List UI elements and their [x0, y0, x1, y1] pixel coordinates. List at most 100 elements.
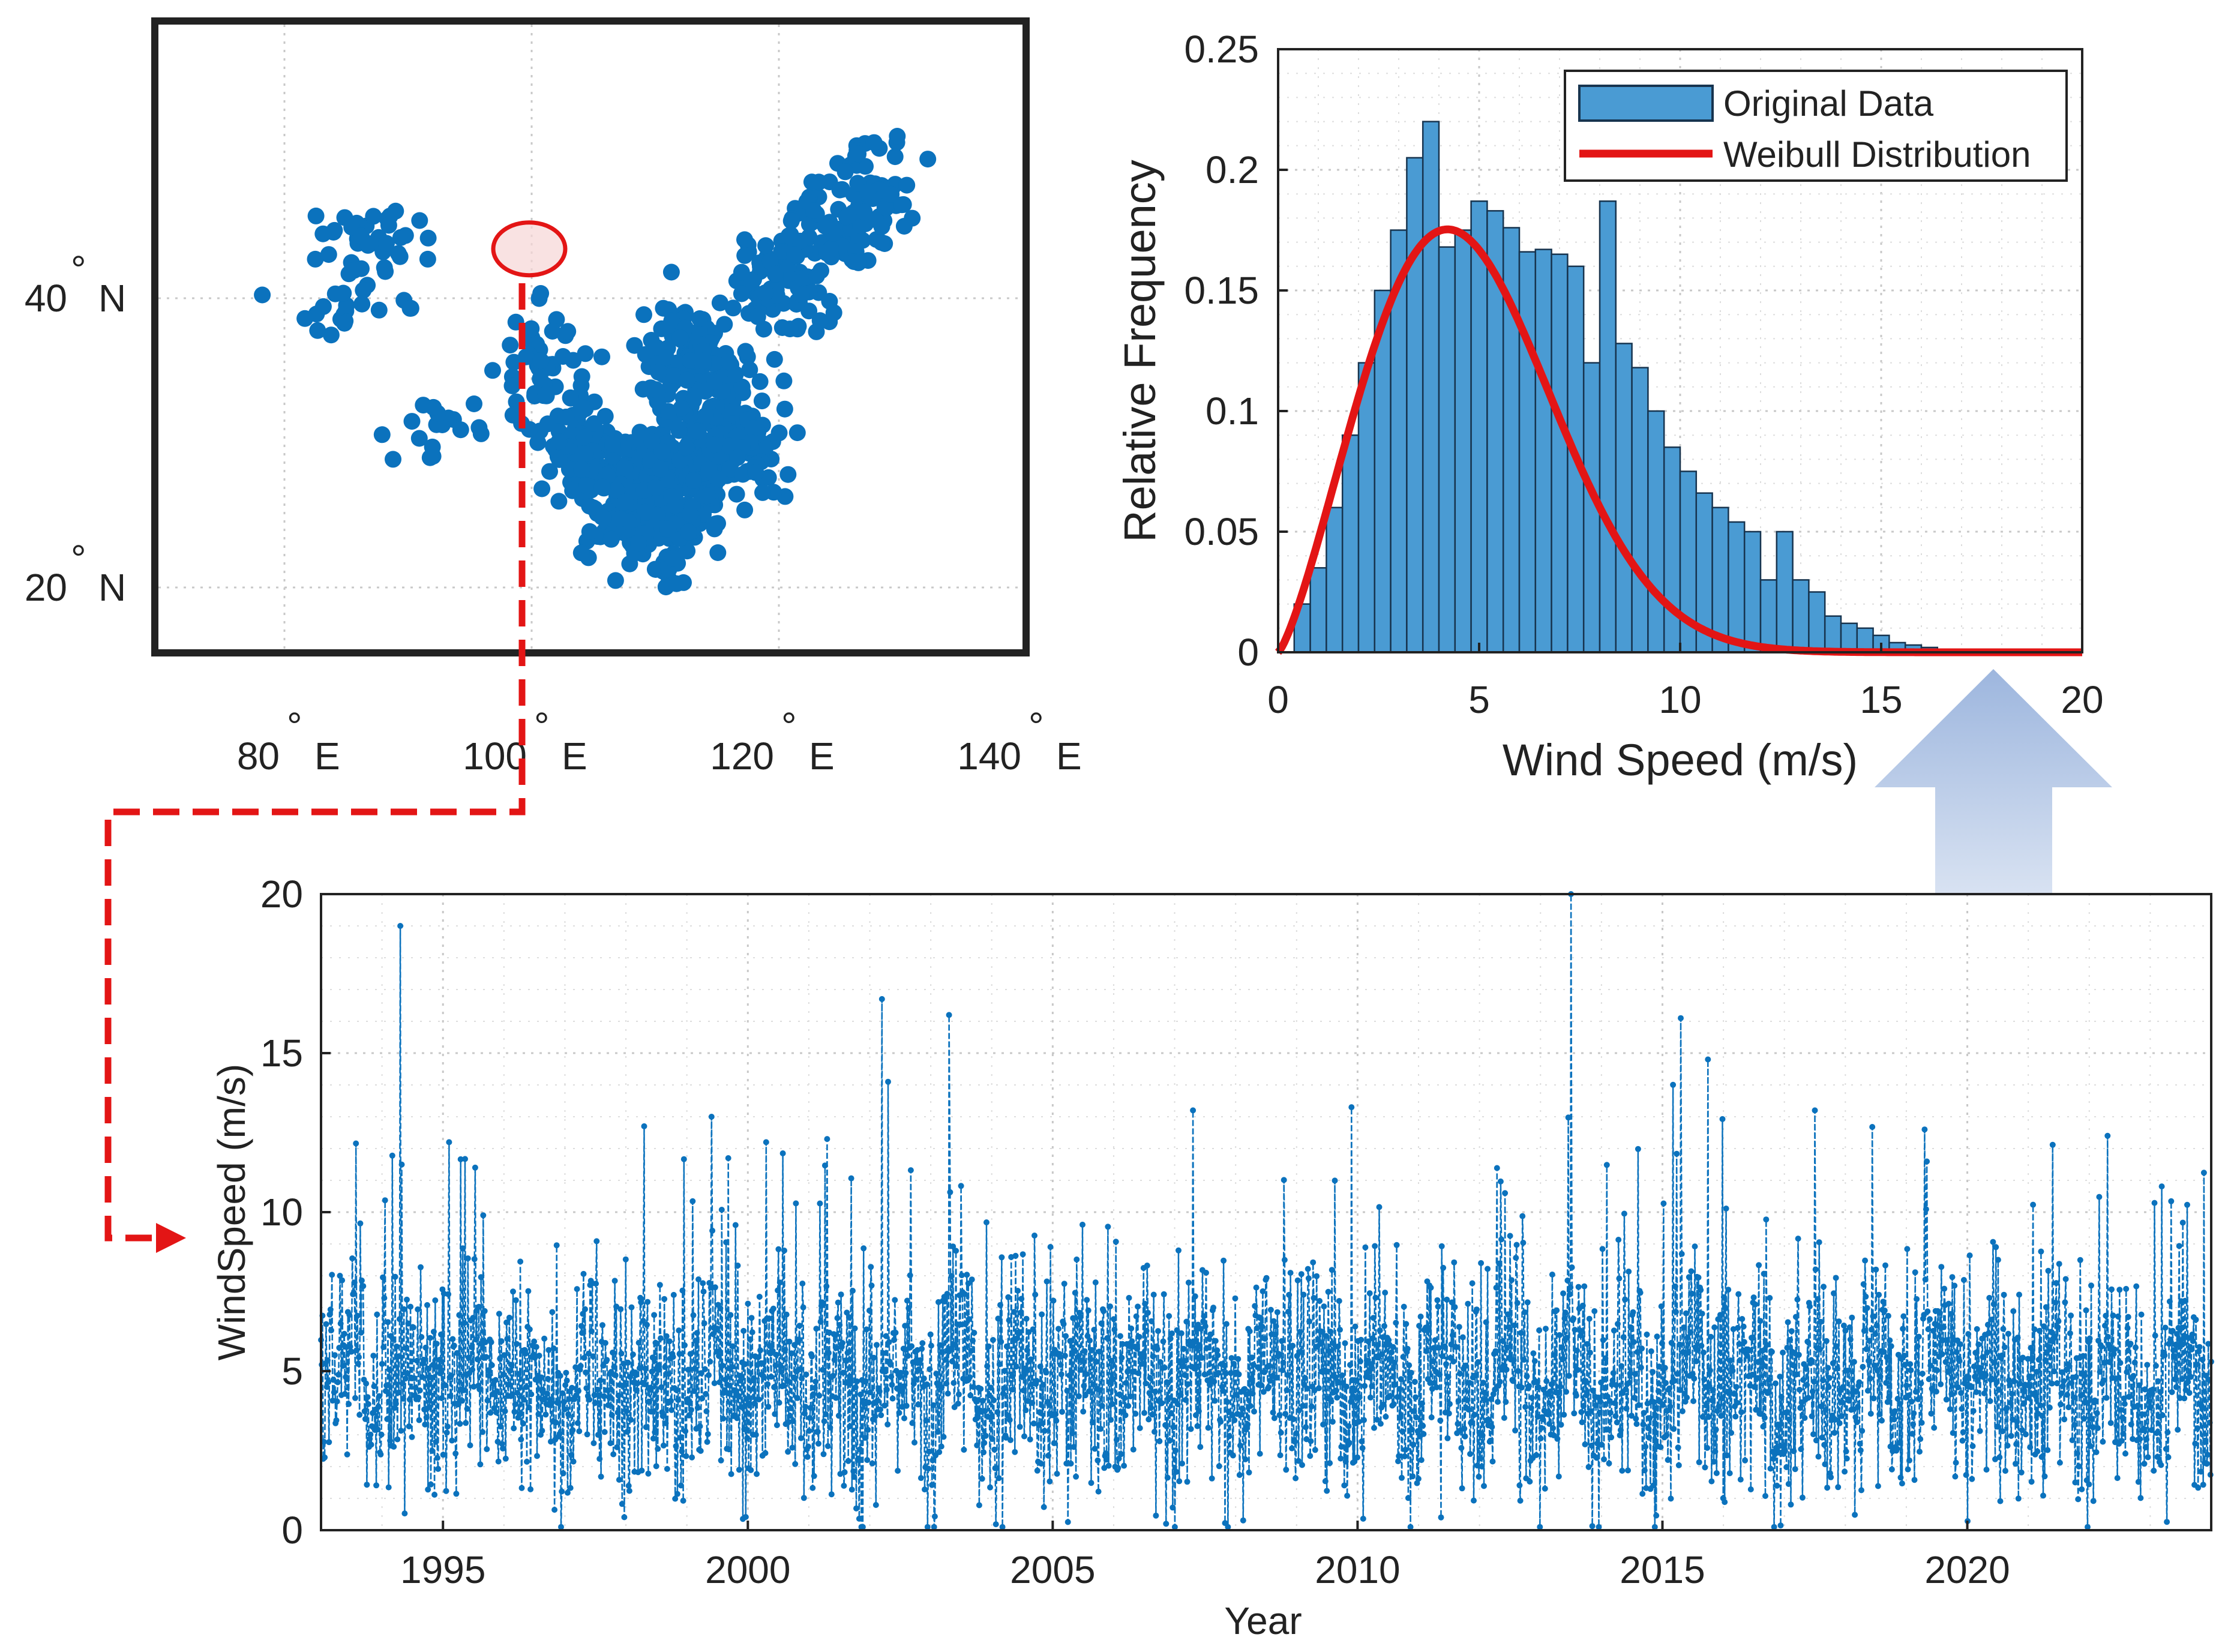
timeseries-point: [534, 1453, 540, 1459]
timeseries-point: [370, 1353, 377, 1359]
timeseries-point: [672, 1495, 679, 1502]
timeseries-point: [1001, 1368, 1008, 1374]
timeseries-point: [1383, 1413, 1389, 1420]
timeseries-point: [790, 1374, 797, 1381]
timeseries-point: [560, 1470, 566, 1477]
timeseries-point: [1413, 1414, 1420, 1421]
timeseries-point: [1405, 1495, 1411, 1501]
timeseries-point: [1477, 1455, 1483, 1462]
timeseries-point: [659, 1413, 666, 1419]
timeseries-point: [1197, 1444, 1204, 1450]
timeseries-point: [1455, 1398, 1462, 1404]
timeseries-point: [559, 1488, 565, 1495]
timeseries-point: [922, 1486, 928, 1493]
timeseries-point: [1872, 1331, 1879, 1338]
timeseries-point: [1884, 1399, 1891, 1405]
timeseries-point: [2031, 1326, 2038, 1333]
timeseries-point: [2074, 1450, 2080, 1457]
timeseries-point: [1081, 1383, 1087, 1389]
timeseries-point: [594, 1386, 601, 1393]
timeseries-point: [416, 1417, 422, 1423]
map-station-point: [611, 510, 628, 527]
timeseries-point: [568, 1452, 574, 1458]
timeseries-point: [2076, 1463, 2082, 1470]
timeseries-point: [1099, 1402, 1105, 1409]
timeseries-point: [1593, 1455, 1600, 1461]
timeseries-point: [1622, 1296, 1629, 1303]
timeseries-point: [2001, 1344, 2008, 1351]
timeseries-point: [1330, 1340, 1337, 1347]
timeseries-point: [1558, 1344, 1565, 1351]
map-station-point: [617, 493, 634, 511]
timeseries-point: [1620, 1334, 1627, 1341]
timeseries-point: [2082, 1372, 2088, 1378]
timeseries-point: [1336, 1298, 1342, 1304]
timeseries-point: [1555, 1389, 1561, 1396]
timeseries-point: [717, 1305, 724, 1312]
timeseries-point: [1986, 1294, 1993, 1301]
timeseries-point: [1660, 1200, 1667, 1207]
timeseries-point: [350, 1290, 357, 1296]
timeseries-point: [1045, 1452, 1051, 1459]
timeseries-point: [649, 1368, 655, 1375]
timeseries-point: [533, 1344, 539, 1350]
timeseries-point: [1202, 1323, 1209, 1330]
timeseries-point: [448, 1372, 454, 1379]
timeseries-point: [1926, 1376, 1932, 1383]
timeseries-point: [981, 1440, 988, 1446]
timeseries-point: [1855, 1404, 1861, 1410]
timeseries-point: [2110, 1312, 2116, 1319]
timeseries-point: [2100, 1438, 2106, 1445]
timeseries-point: [1246, 1469, 1252, 1476]
timeseries-point: [1918, 1420, 1925, 1426]
timeseries-point: [1537, 1435, 1544, 1442]
timeseries-point: [2058, 1390, 2065, 1396]
timeseries-point: [743, 1396, 749, 1402]
timeseries-x-tick-label: 1995: [400, 1548, 485, 1591]
timeseries-point: [748, 1467, 754, 1473]
timeseries-point: [574, 1420, 581, 1426]
timeseries-point: [878, 996, 885, 1002]
timeseries-point: [2188, 1346, 2195, 1353]
timeseries-point: [323, 1384, 330, 1390]
timeseries-point: [1608, 1434, 1615, 1441]
map-station-point: [523, 320, 540, 337]
timeseries-point: [649, 1354, 656, 1361]
timeseries-point: [1067, 1461, 1074, 1467]
timeseries-point: [2190, 1338, 2196, 1344]
timeseries-point: [1252, 1303, 1258, 1309]
timeseries-point: [775, 1246, 782, 1252]
timeseries-point: [1365, 1369, 1371, 1376]
timeseries-point: [488, 1339, 494, 1345]
timeseries-point: [1566, 1372, 1572, 1379]
timeseries-point: [1773, 1380, 1779, 1387]
timeseries-point: [1306, 1318, 1313, 1325]
timeseries-point: [2196, 1348, 2202, 1355]
timeseries-point: [663, 1333, 670, 1339]
timeseries-point: [1223, 1321, 1230, 1327]
timeseries-point: [979, 1398, 986, 1404]
timeseries-point: [1041, 1428, 1048, 1434]
timeseries-point: [1510, 1378, 1516, 1384]
timeseries-point: [2044, 1447, 2051, 1453]
timeseries-point: [1778, 1393, 1785, 1400]
timeseries-point: [1968, 1384, 1974, 1390]
map-station-point: [805, 202, 823, 220]
timeseries-point: [1747, 1486, 1754, 1492]
timeseries-point: [482, 1339, 488, 1345]
timeseries-point: [1513, 1242, 1520, 1248]
timeseries-point: [1846, 1324, 1853, 1330]
timeseries-point: [1393, 1242, 1400, 1248]
timeseries-point: [368, 1441, 374, 1448]
timeseries-point: [1754, 1375, 1761, 1381]
timeseries-point: [1972, 1374, 1978, 1380]
timeseries-point: [1555, 1473, 1562, 1480]
timeseries-point: [917, 1357, 923, 1363]
timeseries-point: [1481, 1483, 1487, 1489]
timeseries-point: [781, 1248, 787, 1254]
timeseries-point: [638, 1299, 644, 1306]
timeseries-point: [1963, 1472, 1969, 1478]
timeseries-point: [358, 1329, 364, 1336]
